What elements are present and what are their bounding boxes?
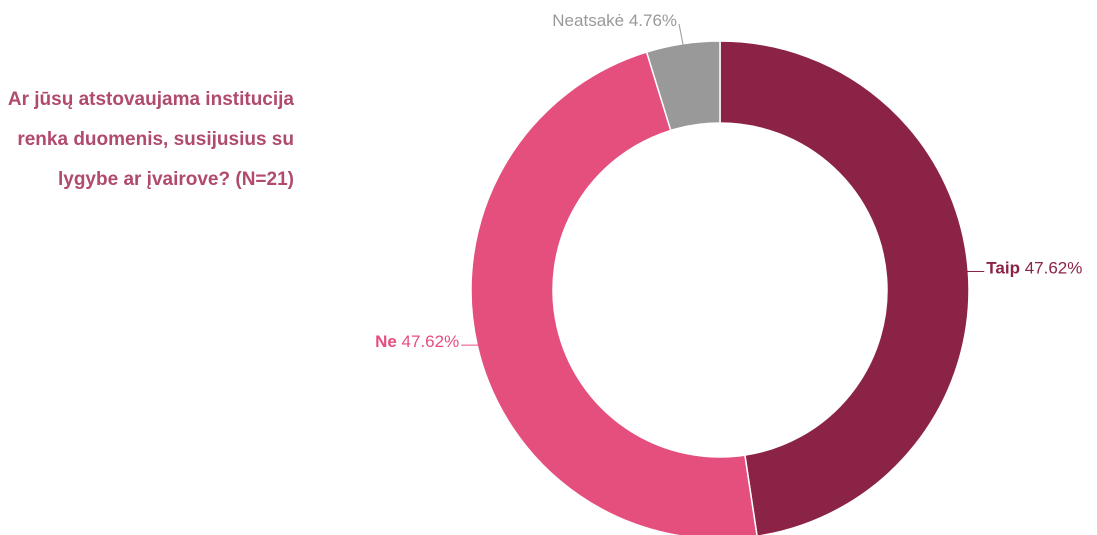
slice-label: Taip 47.62% bbox=[986, 259, 1082, 278]
value-label: 47.62% bbox=[1025, 259, 1083, 278]
slice-label: Ne 47.62% bbox=[375, 333, 459, 352]
category-label: Taip bbox=[986, 259, 1020, 278]
category-label: Ne bbox=[375, 333, 397, 352]
donut-slice bbox=[645, 40, 721, 132]
value-label: 4.76% bbox=[629, 11, 677, 30]
value-label: 47.62% bbox=[402, 333, 460, 352]
donut-slice bbox=[470, 51, 758, 535]
chart-title: Ar jūsų atstovaujama institucija renka d… bbox=[7, 89, 294, 190]
slice-label: Neatsakė 4.76% bbox=[552, 11, 677, 30]
leader-line bbox=[678, 23, 684, 45]
donut-slice bbox=[719, 40, 970, 535]
category-label: Neatsakė bbox=[552, 11, 624, 30]
